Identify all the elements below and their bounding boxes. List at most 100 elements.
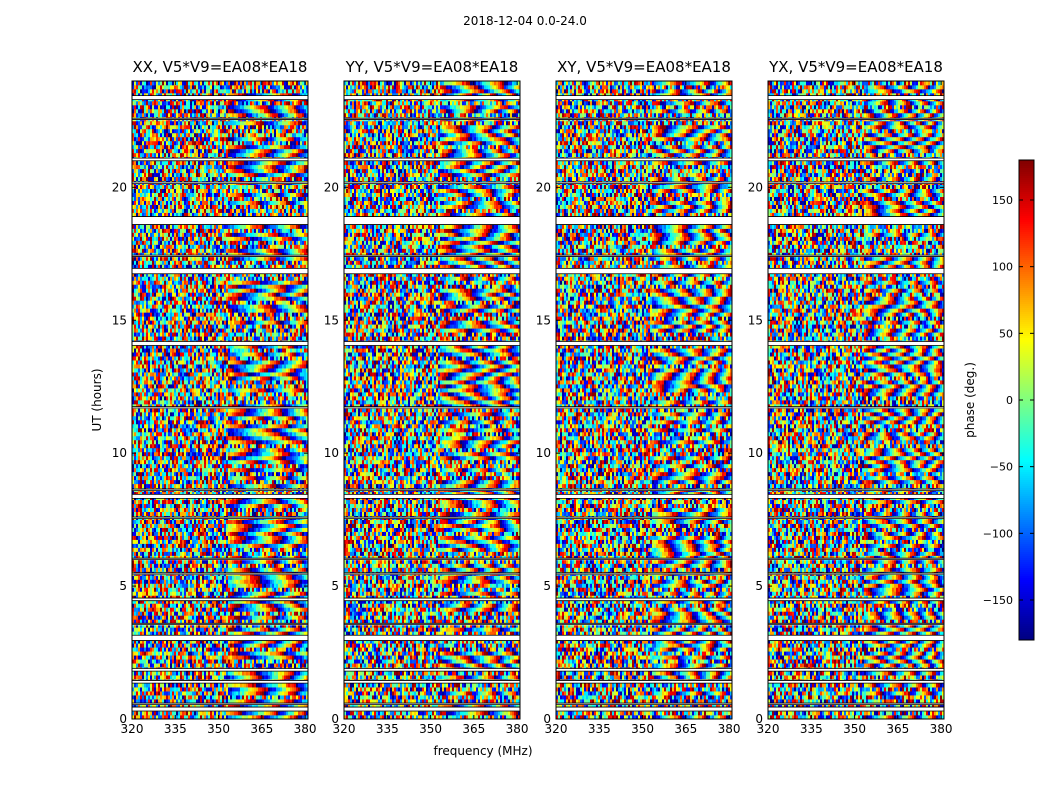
heatmap-cell xyxy=(158,691,160,695)
heatmap-cell xyxy=(172,695,174,699)
heatmap-cell xyxy=(272,695,274,699)
heatmap-cell xyxy=(212,691,214,695)
heatmap-cell xyxy=(256,695,258,699)
heatmap-cell xyxy=(232,687,234,691)
heatmap-cell xyxy=(240,711,242,715)
heatmap-cell xyxy=(292,691,294,695)
heatmap-cell xyxy=(232,691,234,695)
heatmap-cell xyxy=(296,695,298,699)
heatmap-cell xyxy=(180,695,182,699)
heatmap-cell xyxy=(226,695,228,699)
heatmap-cell xyxy=(226,691,228,695)
heatmap-cell xyxy=(230,687,232,691)
heatmap-cell xyxy=(174,691,176,695)
heatmap-cell xyxy=(170,687,172,691)
heatmap-cell xyxy=(182,695,184,699)
heatmap-cell xyxy=(256,691,258,695)
heatmap-cell xyxy=(134,711,136,715)
heatmap-cell xyxy=(264,687,266,691)
heatmap-cell xyxy=(156,691,158,695)
heatmap-cell xyxy=(192,691,194,695)
heatmap-cell xyxy=(244,691,246,695)
heatmap-cell xyxy=(228,687,230,691)
heatmap-cell xyxy=(252,695,254,699)
heatmap-cell xyxy=(274,695,276,699)
heatmap-cell xyxy=(220,695,222,699)
heatmap-cell xyxy=(210,711,212,715)
heatmap-cell xyxy=(144,691,146,695)
heatmap-cell xyxy=(302,711,304,715)
heatmap-cell xyxy=(208,691,210,695)
heatmap-cell xyxy=(208,711,210,715)
heatmap-cell xyxy=(138,687,140,691)
heatmap-cell xyxy=(234,711,236,715)
heatmap-cell xyxy=(286,691,288,695)
heatmap-cell xyxy=(302,687,304,691)
heatmap-cell xyxy=(154,687,156,691)
heatmap-cell xyxy=(198,695,200,699)
heatmap-cell xyxy=(134,695,136,699)
heatmap-cell xyxy=(168,687,170,691)
heatmap-cell xyxy=(268,711,270,715)
heatmap-cell xyxy=(196,711,198,715)
heatmap-cell xyxy=(228,711,230,715)
heatmap-cell xyxy=(140,711,142,715)
heatmap-cell xyxy=(148,691,150,695)
heatmap-cell xyxy=(142,711,144,715)
heatmap-cell xyxy=(202,691,204,695)
heatmap-cell xyxy=(274,691,276,695)
heatmap-cell xyxy=(186,687,188,691)
heatmap-cell xyxy=(244,687,246,691)
heatmap-cell xyxy=(156,695,158,699)
heatmap-cell xyxy=(184,711,186,715)
heatmap-cell xyxy=(160,695,162,699)
heatmap-cell xyxy=(218,691,220,695)
heatmap-cell xyxy=(178,695,180,699)
heatmap-cell xyxy=(212,711,214,715)
heatmap-cell xyxy=(158,695,160,699)
heatmap-cell xyxy=(282,695,284,699)
heatmap-cell xyxy=(168,691,170,695)
heatmap-cell xyxy=(274,711,276,715)
heatmap-cell xyxy=(238,691,240,695)
heatmap-cell xyxy=(244,711,246,715)
heatmap-cell xyxy=(242,695,244,699)
heatmap-cell xyxy=(272,711,274,715)
heatmap-cell xyxy=(286,695,288,699)
heatmap-cell xyxy=(206,711,208,715)
heatmap-cell xyxy=(234,695,236,699)
heatmap-cell xyxy=(150,695,152,699)
heatmap-cell xyxy=(272,691,274,695)
heatmap-cell xyxy=(158,711,160,715)
heatmap-cell xyxy=(234,687,236,691)
heatmap-cell xyxy=(242,711,244,715)
heatmap-cell xyxy=(192,687,194,691)
heatmap-cell xyxy=(144,711,146,715)
heatmap-cell xyxy=(270,695,272,699)
heatmap-cell xyxy=(254,687,256,691)
heatmap-cell xyxy=(254,695,256,699)
heatmap-cell xyxy=(254,711,256,715)
heatmap-cell xyxy=(202,687,204,691)
heatmap-cell xyxy=(220,711,222,715)
heatmap-cell xyxy=(214,687,216,691)
heatmap-cell xyxy=(196,695,198,699)
heatmap-cell xyxy=(256,687,258,691)
heatmap-cell xyxy=(270,711,272,715)
heatmap-cell xyxy=(236,691,238,695)
heatmap-cell xyxy=(284,691,286,695)
heatmap-cell xyxy=(258,711,260,715)
heatmap-cell xyxy=(292,711,294,715)
heatmap-cell xyxy=(208,695,210,699)
heatmap-cell xyxy=(188,711,190,715)
heatmap-cell xyxy=(304,691,306,695)
heatmap-cell xyxy=(240,695,242,699)
heatmap-cell xyxy=(200,687,202,691)
heatmap-cell xyxy=(216,687,218,691)
heatmap-cell xyxy=(246,695,248,699)
heatmap-cell xyxy=(266,711,268,715)
heatmap-cell xyxy=(276,687,278,691)
heatmap-cell xyxy=(162,687,164,691)
heatmap-cell xyxy=(156,687,158,691)
heatmap-cell xyxy=(300,687,302,691)
